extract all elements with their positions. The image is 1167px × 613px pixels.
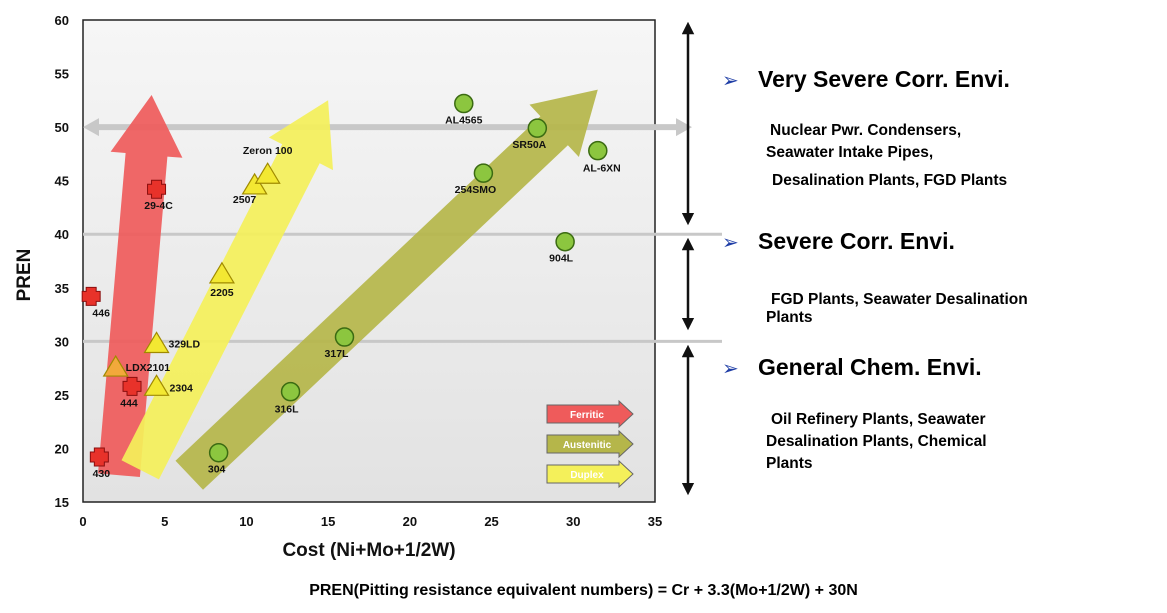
env-desc-general: Oil Refinery Plants, Seawater Desalinati… [0,409,987,475]
data-point-317l [334,327,355,347]
data-point-430 [89,447,109,467]
data-point-254smo [473,163,494,183]
data-point-2304 [143,374,170,396]
env-desc-line: Oil Refinery Plants, Seawater [771,411,986,428]
data-label: 316L [275,404,300,416]
data-point-al4565 [454,93,474,114]
axis-ticks: 0 5 10 15 20 25 30 35 15 20 25 30 35 40 45 50 55 60 [55,13,663,529]
env-desc-line: Desalination Plants, Chemical [766,433,987,450]
data-point-sr50a [527,118,548,138]
legend-arrow-austenitic [546,429,634,459]
y-axis-title: PREN [14,249,35,302]
chevron-right-icon: ➢ [722,70,739,92]
x-tick-label: 5 [161,514,168,529]
data-label: 444 [120,397,138,409]
data-label: 430 [93,468,111,480]
data-point-al-6xn [588,140,608,161]
data-label: AL4565 [445,115,483,127]
data-point-446 [81,286,101,306]
data-point-904l [555,231,575,252]
y-tick-label: 35 [55,281,69,296]
env-title-text: Very Severe Corr. Envi. [758,66,1010,92]
x-tick-label: 30 [566,514,580,529]
data-label: 29-4C [144,200,173,212]
data-label: 446 [92,307,110,319]
data-label: 2304 [170,382,194,394]
chevron-right-icon: ➢ [722,232,739,254]
env-desc-line: Desalination Plants, FGD Plants [772,172,1008,189]
data-point-316l [280,381,301,402]
legend-label: Austenitic [563,440,612,451]
legend: Ferritic Austenitic Duplex [546,399,634,489]
x-tick-label: 0 [79,514,86,529]
env-title-severe: ➢ Severe Corr. Envi. [722,228,955,255]
y-tick-label: 60 [55,13,69,28]
data-points: 430 446 444 29-4C 304 316L 317L AL4565 254SMO SR5… [81,93,621,480]
env-desc-line: FGD Plants, Seawater Desalination [771,291,1028,308]
y-tick-label: 45 [55,174,69,189]
data-point-304 [208,442,229,463]
x-tick-label: 35 [648,514,662,529]
data-label: SR50A [512,139,546,151]
data-point-2507 [241,172,268,195]
reference-arrowhead-left [83,118,99,137]
data-label: 254SMO [455,184,496,196]
y-tick-label: 40 [55,227,69,242]
y-tick-label: 25 [55,388,69,403]
data-label: 304 [208,464,226,476]
pren-formula: PREN(Pitting resistance equivalent numbe… [309,582,858,599]
x-tick-label: 15 [321,514,335,529]
data-point-29-4c [147,179,167,199]
env-title-general: ➢ General Chem. Envi. [722,354,982,381]
data-label: 317L [325,348,350,360]
env-desc-line: Plants [766,455,813,472]
legend-label: Ferritic [570,410,604,421]
env-title-text: General Chem. Envi. [758,354,982,380]
data-point-ldx2101 [102,354,129,377]
data-label: Zeron 100 [243,145,293,157]
legend-arrow-duplex [546,459,634,489]
legend-arrow-ferritic [546,399,634,429]
data-label: 2205 [210,287,234,299]
chevron-right-icon: ➢ [722,358,739,380]
y-tick-label: 20 [55,441,69,456]
data-point-zeron-100 [254,162,281,184]
x-axis-title: Cost (Ni+Mo+1/2W) [282,540,455,561]
data-label: LDX2101 [126,362,171,374]
env-desc-line: Seawater Intake Pipes, [766,144,934,161]
env-desc-severe: FGD Plants, Seawater Desalination Plants [0,289,1028,329]
x-tick-label: 20 [403,514,417,529]
env-desc-line: Plants [766,309,813,326]
data-label: 2507 [233,194,257,206]
x-tick-label: 25 [484,514,498,529]
data-label: 329LD [169,338,201,350]
data-point-2205 [208,261,235,284]
env-title-very-severe: ➢ Very Severe Corr. Envi. [722,66,1010,93]
x-tick-label: 10 [239,514,253,529]
data-point-444 [122,376,142,396]
y-tick-label: 50 [55,120,69,135]
y-tick-label: 15 [55,495,69,510]
data-label: AL-6XN [583,163,621,175]
y-tick-label: 30 [55,334,69,349]
data-point-329ld [143,331,170,354]
env-title-text: Severe Corr. Envi. [758,228,955,254]
legend-label: Duplex [570,470,604,481]
env-desc-very-severe: Nuclear Pwr. Condensers, Seawater Intake… [0,120,1007,192]
data-label: 904L [549,253,574,265]
y-tick-label: 55 [55,67,69,82]
trend-arrow-duplex [121,100,333,480]
env-desc-line: Nuclear Pwr. Condensers, [770,122,962,139]
